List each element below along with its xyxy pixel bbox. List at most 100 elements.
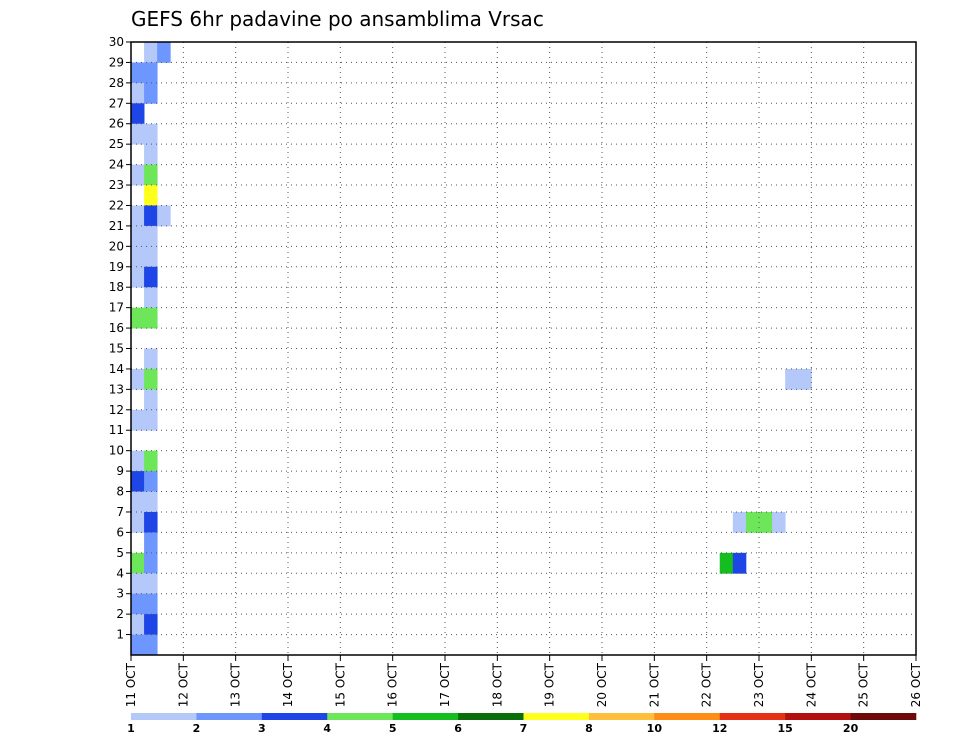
- y-tick-label: 16: [109, 321, 124, 335]
- y-tick-label: 2: [116, 607, 124, 621]
- colorbar-swatch: [523, 713, 590, 720]
- colorbar-label: 8: [585, 722, 593, 735]
- heatmap-cell: [144, 573, 158, 595]
- heatmap-cell: [785, 368, 799, 390]
- heatmap-cell: [144, 450, 158, 472]
- colorbar-label: 3: [258, 722, 266, 735]
- heatmap-cell: [144, 144, 158, 165]
- heatmap-cell: [131, 246, 145, 268]
- colorbar-label: 6: [454, 722, 462, 735]
- x-tick-label: 15 OCT: [333, 662, 347, 707]
- x-tick-label: 21 OCT: [647, 662, 661, 707]
- x-tick-label: 19 OCT: [543, 662, 557, 707]
- heatmap-cell: [144, 634, 158, 656]
- colorbar-label: 5: [389, 722, 397, 735]
- x-tick-label: 20 OCT: [595, 662, 609, 707]
- y-tick-label: 9: [116, 464, 124, 478]
- heatmap-cell: [131, 450, 145, 472]
- x-axis: 11 OCT 12 OCT 13 OCT 14 OCT 15 OCT 16 OCT 17 O…: [124, 655, 923, 707]
- plot-frame: [130, 41, 917, 656]
- heatmap-cell: [144, 225, 158, 247]
- heatmap-cell: [745, 511, 760, 533]
- heatmap-cell: [144, 368, 158, 390]
- heatmap-cell: [772, 511, 786, 533]
- x-tick-label: 26 OCT: [909, 662, 923, 707]
- heatmap-cell: [144, 287, 158, 309]
- colorbar-swatch: [850, 713, 917, 720]
- y-tick-label: 23: [109, 178, 124, 192]
- heatmap-cell: [144, 266, 158, 288]
- y-tick-label: 3: [116, 587, 124, 601]
- colorbar-label: 10: [647, 722, 663, 735]
- colorbar-swatch: [588, 713, 655, 720]
- y-tick-label: 20: [109, 239, 124, 253]
- colorbar-label: 12: [712, 722, 727, 735]
- heatmap-cell: [144, 62, 158, 84]
- y-tick-label: 15: [109, 342, 124, 356]
- y-tick-label: 6: [116, 525, 124, 539]
- heatmap-cell: [157, 42, 171, 63]
- y-tick-label: 18: [109, 280, 124, 294]
- y-tick-label: 29: [109, 55, 124, 69]
- y-tick-label: 22: [109, 198, 124, 212]
- x-tick-label: 24 OCT: [804, 662, 818, 707]
- heatmap-cell: [144, 164, 158, 186]
- colorbar-swatch: [261, 713, 328, 720]
- colorbar-label: 2: [193, 722, 201, 735]
- heatmap-cell: [131, 62, 145, 84]
- y-tick-label: 7: [116, 505, 124, 519]
- heatmap-cell: [144, 532, 158, 554]
- heatmap-cell: [144, 593, 158, 615]
- heatmap-cell: [732, 511, 747, 533]
- y-tick-label: 10: [109, 444, 124, 458]
- y-tick-label: 13: [109, 382, 124, 396]
- colorbar-swatch: [458, 713, 524, 720]
- y-tick-label: 4: [116, 566, 124, 580]
- x-tick-label: 11 OCT: [124, 662, 138, 707]
- x-tick-label: 25 OCT: [857, 662, 871, 707]
- y-tick-label: 26: [109, 117, 124, 131]
- x-tick-label: 22 OCT: [700, 662, 714, 707]
- y-tick-label: 27: [109, 96, 124, 110]
- x-tick-label: 23 OCT: [752, 662, 766, 707]
- y-tick-label: 24: [109, 158, 124, 172]
- heatmap-cell: [131, 593, 145, 615]
- colorbar-swatch: [654, 713, 721, 720]
- heatmap-cell: [732, 552, 747, 574]
- heatmap-cell: [157, 205, 171, 227]
- heatmap-cell: [131, 409, 145, 431]
- heatmap-cell: [131, 511, 145, 533]
- heatmap-cell: [144, 123, 158, 145]
- heatmap-cell: [131, 225, 145, 247]
- heatmap-cell: [144, 491, 158, 513]
- x-tick-label: 12 OCT: [176, 662, 190, 707]
- y-tick-label: 12: [109, 403, 124, 417]
- colorbar-swatch: [719, 713, 786, 720]
- colorbar-swatch: [392, 713, 459, 720]
- heatmap-cell: [131, 82, 145, 104]
- heatmap-cell: [131, 634, 145, 656]
- heatmap-cell: [798, 368, 812, 390]
- chart-title: GEFS 6hr padavine po ansamblima Vrsac: [131, 7, 544, 31]
- heatmap-cell: [131, 471, 145, 492]
- heatmap-cell: [144, 348, 158, 370]
- heatmap-cell: [131, 103, 145, 125]
- heatmap-cell: [131, 164, 145, 186]
- colorbar-swatch: [327, 713, 393, 720]
- heatmap-cell: [144, 552, 158, 574]
- heatmap-cell: [131, 266, 145, 288]
- y-tick-label: 8: [116, 485, 124, 499]
- heatmap-cell: [131, 307, 145, 329]
- x-tick-label: 13 OCT: [229, 662, 243, 707]
- x-tick-label: 17 OCT: [438, 662, 452, 707]
- colorbar-label: 7: [520, 722, 528, 735]
- heatmap-cell: [144, 511, 158, 533]
- y-tick-label: 14: [109, 362, 124, 376]
- heatmap-cell: [131, 123, 145, 145]
- heatmap-cell: [131, 573, 145, 595]
- colorbar-swatch: [785, 713, 851, 720]
- heatmap-cell: [131, 205, 145, 227]
- y-axis: 1234567891011121314151617181920212223242…: [109, 35, 131, 642]
- heatmap-cell: [131, 614, 145, 635]
